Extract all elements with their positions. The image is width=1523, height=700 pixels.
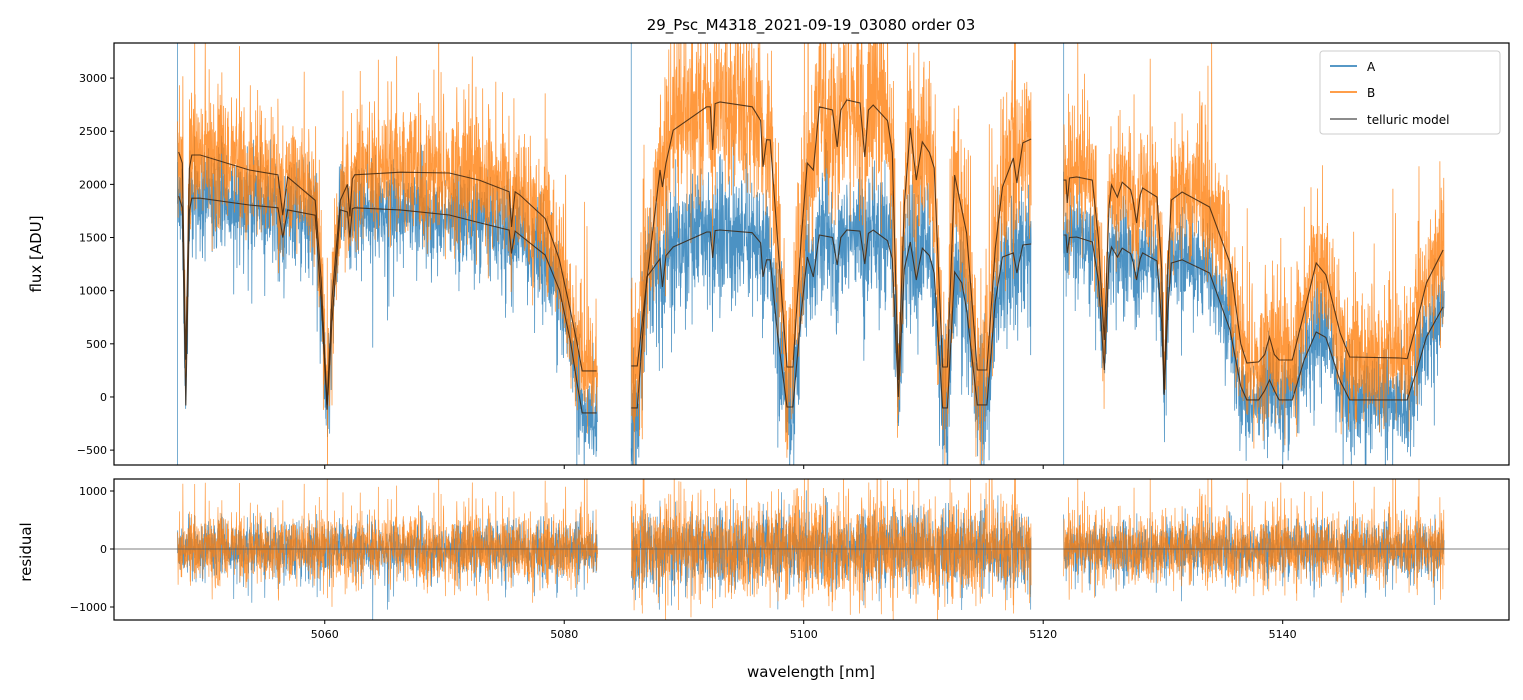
y-tick-label: 1500 [79, 232, 107, 245]
series-b-line [1063, 43, 1445, 449]
telluric-model-a-line [631, 229, 1032, 409]
x-tick-label: 5120 [1029, 628, 1057, 641]
residual-plot-area [114, 479, 1509, 620]
y-axis-label-flux: flux [ADU] [27, 215, 45, 292]
spectrum-axes-frame [113, 42, 1510, 466]
legend-label-model: telluric model [1367, 113, 1449, 127]
residual-y-tick-label: 0 [100, 543, 107, 556]
residual-b-line [630, 479, 1032, 620]
y-tick-label: 2000 [79, 178, 107, 191]
y-tick-label: 3000 [79, 72, 107, 85]
telluric-model-a-line [178, 195, 597, 414]
y-tick-label: −500 [77, 444, 107, 457]
legend-label-b: B [1367, 86, 1375, 100]
series-b-line [177, 43, 598, 465]
series-b-line [630, 43, 1032, 465]
x-tick-label: 5100 [790, 628, 818, 641]
y-tick-label: 2500 [79, 125, 107, 138]
x-tick-label: 5140 [1269, 628, 1297, 641]
y-tick-label: 500 [86, 338, 107, 351]
residual-b-line [177, 479, 598, 607]
x-tick-label: 5080 [550, 628, 578, 641]
chart-title: 29_Psc_M4318_2021-09-19_03080 order 03 [647, 16, 976, 35]
residual-y-tick-label: −1000 [70, 601, 107, 614]
x-tick-label: 5060 [311, 628, 339, 641]
y-axis-label-residual: residual [17, 522, 35, 581]
x-axis-label: wavelength [nm] [747, 663, 875, 681]
residual-b-line [1063, 479, 1445, 603]
y-tick-label: 1000 [79, 285, 107, 298]
telluric-model-b-line [631, 99, 1032, 381]
residual-y-tick-label: 1000 [79, 485, 107, 498]
legend-label-a: A [1367, 60, 1376, 74]
spectrum-plot-area [177, 43, 1445, 465]
legend: A B telluric model [1319, 50, 1501, 135]
telluric-model-a-line [1063, 234, 1444, 401]
telluric-model-b-line [1063, 176, 1444, 393]
telluric-model-b-line [178, 151, 597, 405]
y-tick-label: 0 [100, 391, 107, 404]
